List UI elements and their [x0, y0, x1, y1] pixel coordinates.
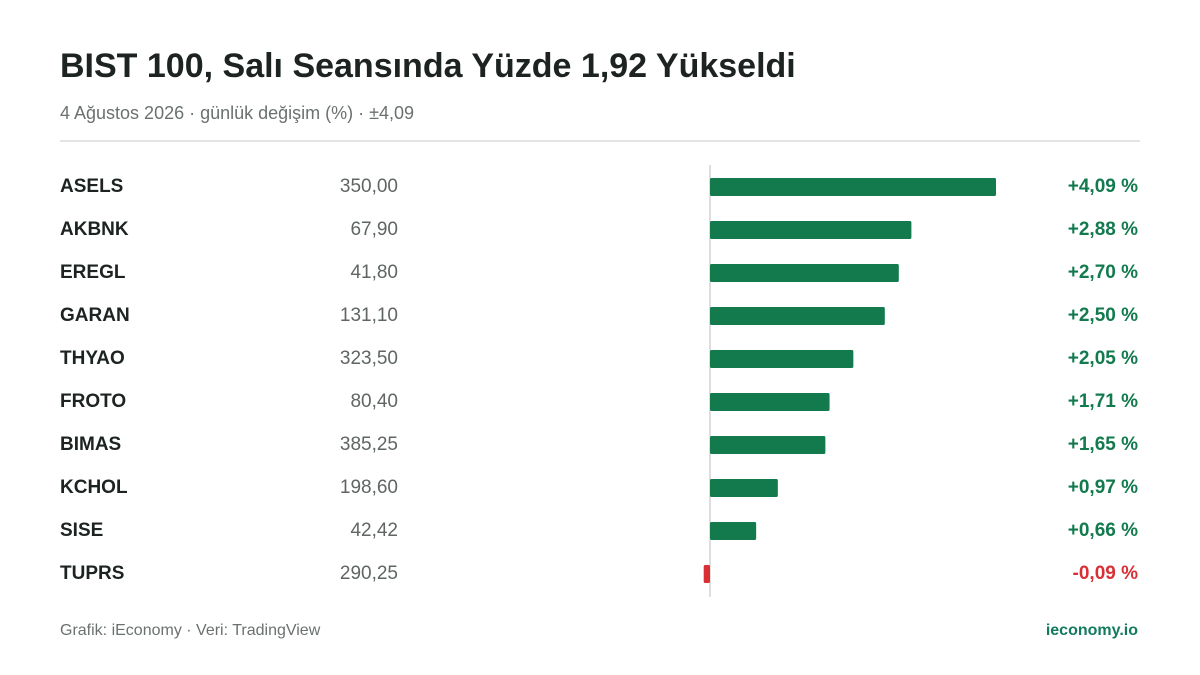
bar — [710, 479, 778, 497]
ticker: EREGL — [60, 262, 126, 283]
chart-title: BIST 100, Salı Seansında Yüzde 1,92 Yüks… — [60, 47, 796, 85]
price: 131,10 — [340, 305, 398, 326]
price: 198,60 — [340, 477, 398, 498]
bar — [710, 264, 899, 282]
value-label: +1,71 % — [1068, 391, 1138, 412]
bar — [710, 178, 996, 196]
value-label: +2,70 % — [1068, 262, 1138, 283]
source-note: Grafik: iEconomy · Veri: TradingView — [60, 622, 321, 639]
value-label: +4,09 % — [1068, 176, 1138, 197]
chart-subtitle: 4 Ağustos 2026 · günlük değişim (%) · ±4… — [60, 103, 414, 123]
bar — [710, 350, 854, 368]
ticker: KCHOL — [60, 477, 128, 498]
price: 290,25 — [340, 563, 398, 584]
ticker: GARAN — [60, 305, 130, 326]
value-label: +2,50 % — [1068, 305, 1138, 326]
bar — [710, 522, 757, 540]
value-label: -0,09 % — [1073, 563, 1139, 584]
ticker: SISE — [60, 520, 103, 541]
price: 350,00 — [340, 176, 398, 197]
value-label: +0,66 % — [1068, 520, 1138, 541]
value-label: +1,65 % — [1068, 434, 1138, 455]
value-label: +0,97 % — [1068, 477, 1138, 498]
bar — [710, 307, 885, 325]
price: 67,90 — [350, 219, 398, 240]
price: 323,50 — [340, 348, 398, 369]
value-label: +2,05 % — [1068, 348, 1138, 369]
ticker: THYAO — [60, 348, 125, 369]
bar — [710, 221, 912, 239]
ticker: BIMAS — [60, 434, 121, 455]
ticker: AKBNK — [60, 219, 129, 240]
price: 80,40 — [350, 391, 398, 412]
ticker: TUPRS — [60, 563, 124, 584]
value-label: +2,88 % — [1068, 219, 1138, 240]
price: 385,25 — [340, 434, 398, 455]
brand: ieconomy.io — [1046, 622, 1138, 639]
bar — [710, 436, 826, 454]
price: 42,42 — [350, 520, 398, 541]
ticker: ASELS — [60, 176, 123, 197]
price: 41,80 — [350, 262, 398, 283]
ticker: FROTO — [60, 391, 126, 412]
bar — [703, 565, 710, 583]
bar — [710, 393, 830, 411]
